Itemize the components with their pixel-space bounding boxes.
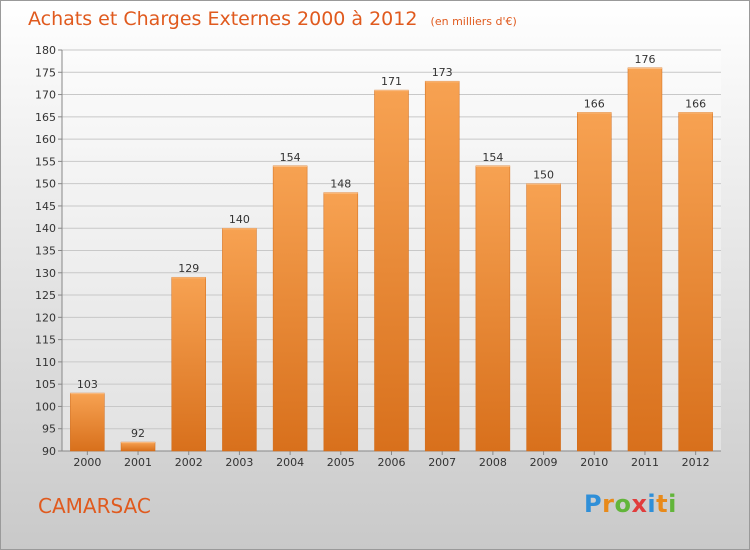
y-tick-label: 90: [42, 445, 56, 458]
bar: [120, 441, 156, 452]
logo-letter: x: [631, 490, 648, 518]
data-label: 166: [685, 97, 706, 110]
data-label: 92: [131, 427, 145, 440]
data-label: 173: [432, 66, 453, 79]
y-tick-label: 140: [35, 222, 56, 235]
bar: [374, 89, 409, 452]
x-tick-label: 2007: [428, 456, 456, 469]
x-tick-label: 2012: [682, 456, 710, 469]
title-row: Achats et Charges Externes 2000 à 2012 (…: [28, 8, 517, 30]
data-label: 103: [77, 378, 98, 391]
bar: [70, 392, 105, 452]
logo-letter: P: [584, 490, 603, 518]
y-tick-label: 135: [35, 245, 56, 258]
logo-letter: t: [656, 490, 669, 518]
x-tick-label: 2003: [225, 456, 253, 469]
y-tick-label: 175: [35, 66, 56, 79]
y-tick-label: 150: [35, 178, 56, 191]
commune-name: CAMARSAC: [38, 494, 151, 518]
bar: [272, 165, 308, 452]
logo-letter: o: [614, 490, 632, 518]
y-tick-label: 180: [35, 44, 56, 57]
x-tick-label: 2000: [73, 456, 101, 469]
data-label: 129: [178, 262, 199, 275]
data-label: 148: [330, 178, 351, 191]
y-tick-label: 145: [35, 200, 56, 213]
bar: [475, 165, 511, 452]
x-tick-label: 2001: [124, 456, 152, 469]
y-tick-label: 115: [35, 334, 56, 347]
logo-letter: i: [668, 490, 677, 518]
data-label: 154: [280, 151, 301, 164]
data-label: 154: [482, 151, 503, 164]
y-tick-label: 125: [35, 289, 56, 302]
y-tick-label: 155: [35, 155, 56, 168]
x-tick-label: 2011: [631, 456, 659, 469]
x-tick-label: 2008: [479, 456, 507, 469]
y-tick-label: 170: [35, 89, 56, 102]
x-tick-label: 2002: [175, 456, 203, 469]
bar: [323, 192, 359, 452]
chart-subtitle: (en milliers d'€): [430, 15, 517, 28]
axes: 90 95 100 105 110 115 120 125 130 135 140 145 150 155…: [35, 44, 721, 469]
x-tick-label: 2005: [327, 456, 355, 469]
chart-title: Achats et Charges Externes 2000 à 2012: [28, 8, 418, 30]
bar: [627, 67, 663, 452]
logo-letter: r: [602, 490, 615, 518]
logo-letter: i: [647, 490, 657, 518]
bar: [678, 112, 713, 452]
y-tick-label: 100: [35, 400, 56, 413]
y-tick-label: 105: [35, 378, 56, 391]
bars: [70, 67, 713, 452]
data-label: 140: [229, 213, 250, 226]
y-tick-label: 165: [35, 111, 56, 124]
proxiti-logo: Proxiti: [584, 490, 677, 518]
data-label: 171: [381, 75, 402, 88]
x-tick-label: 2009: [530, 456, 558, 469]
x-tick-label: 2004: [276, 456, 304, 469]
y-tick-label: 160: [35, 133, 56, 146]
bar: [424, 80, 460, 452]
y-tick-label: 95: [42, 423, 56, 436]
data-label: 150: [533, 169, 554, 182]
y-tick-label: 130: [35, 267, 56, 280]
bar: [171, 276, 206, 452]
bar: [526, 183, 561, 452]
bar: [577, 112, 612, 452]
data-label: 166: [584, 97, 605, 110]
data-labels: 103 92 129 140 154 148 171 173 154 150 166 176 166: [77, 53, 706, 440]
x-tick-label: 2006: [378, 456, 406, 469]
x-tick-label: 2010: [580, 456, 608, 469]
y-tick-label: 120: [35, 311, 56, 324]
bar: [222, 227, 257, 452]
y-tick-label: 110: [35, 356, 56, 369]
data-label: 176: [634, 53, 655, 66]
